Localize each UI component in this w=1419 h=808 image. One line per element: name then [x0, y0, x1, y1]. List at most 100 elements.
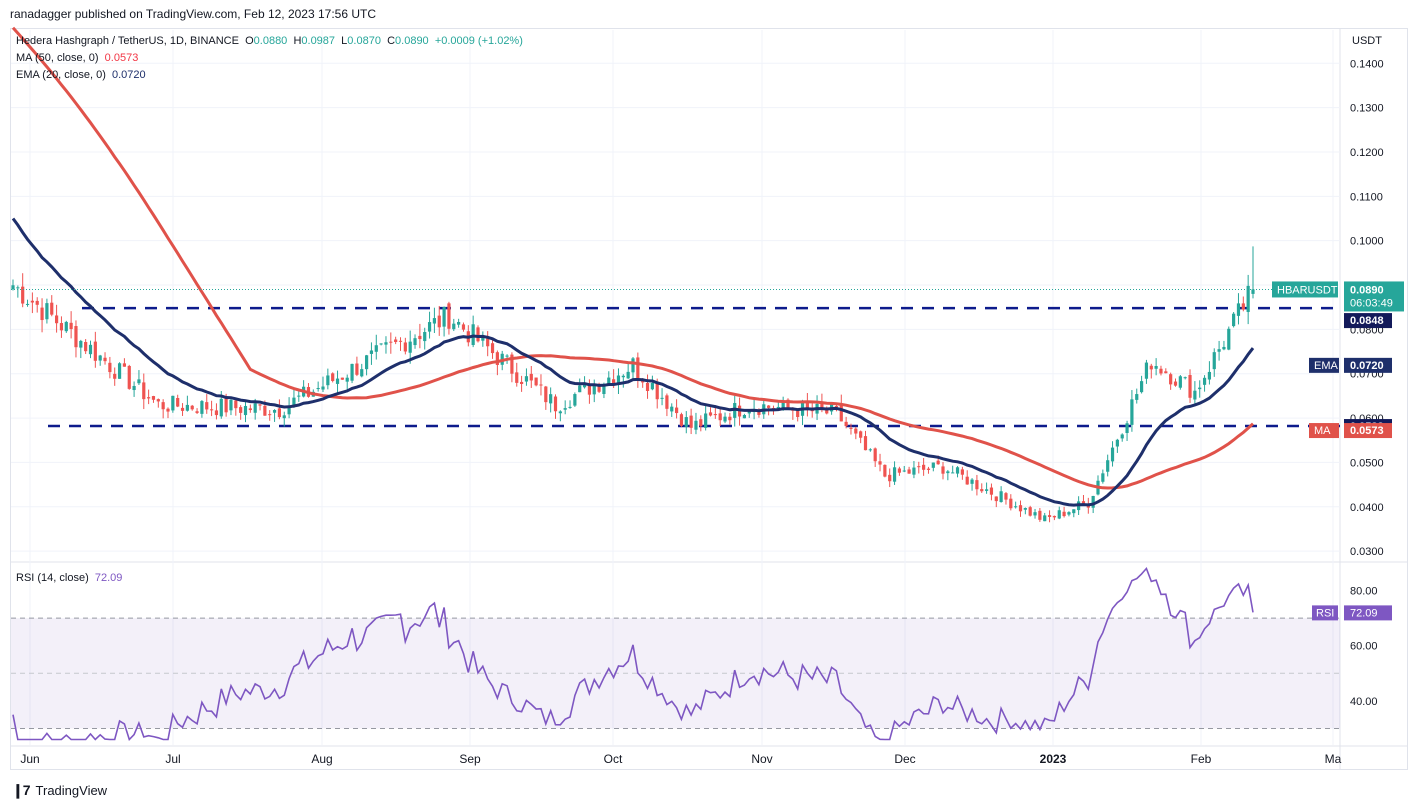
ma-legend[interactable]: MA (50, close, 0) 0.0573: [16, 52, 138, 64]
candle-body: [549, 394, 553, 404]
high-label: H: [293, 35, 302, 47]
candle-body: [592, 384, 596, 395]
candle-body: [728, 416, 732, 421]
close-label: C: [387, 35, 396, 47]
time-tick-label: Dec: [894, 752, 915, 766]
ema-tag-box: [1309, 357, 1339, 373]
candle-body: [282, 415, 286, 419]
candle-body: [224, 398, 228, 413]
candle-body: [117, 363, 122, 379]
candle-body: [452, 323, 456, 330]
candle-body: [655, 381, 659, 400]
current-price-label: 0.0890: [1350, 284, 1384, 296]
candle-body: [258, 404, 262, 406]
close-value: 0.0890: [395, 35, 429, 47]
candle-body: [1052, 515, 1057, 518]
candle-body: [490, 343, 495, 354]
candle-body: [534, 377, 538, 386]
candle-body: [209, 409, 214, 411]
candle-body: [427, 322, 432, 332]
candle-body: [113, 373, 117, 379]
candle-body: [1227, 328, 1231, 350]
candle-body: [64, 321, 68, 332]
candle-body: [1217, 349, 1221, 352]
candle-body: [694, 420, 698, 430]
candle-body: [437, 315, 441, 328]
candle-body: [84, 342, 88, 352]
tradingview-logo-icon: ❙7: [12, 782, 31, 798]
footer[interactable]: ❙7 TradingView: [12, 782, 107, 799]
candle-body: [1154, 366, 1158, 369]
candle-body: [1246, 285, 1250, 312]
candle-body: [374, 345, 378, 352]
candle-body: [912, 467, 916, 475]
rsi-legend[interactable]: RSI (14, close) 72.09: [16, 572, 122, 584]
candle-body: [796, 411, 800, 417]
candle-body: [1014, 506, 1018, 508]
candle-body: [287, 405, 291, 415]
candle-body: [481, 335, 485, 341]
candle-body: [636, 357, 640, 379]
candle-body: [854, 428, 858, 434]
candle-body: [863, 436, 868, 451]
low-value: 0.0870: [347, 35, 381, 47]
candle-body: [59, 323, 64, 331]
candle-body: [205, 402, 209, 410]
candle-body: [524, 376, 529, 382]
candle-body: [476, 327, 480, 342]
candle-body: [1072, 509, 1076, 514]
publisher-line: ranadagger published on TradingView.com,…: [10, 7, 377, 21]
candle-body: [626, 371, 630, 379]
time-tick-label: Nov: [751, 752, 772, 766]
candle-body: [461, 324, 466, 330]
symbol-box: [1272, 281, 1338, 298]
candle-body: [1062, 511, 1066, 517]
candle-body: [457, 321, 461, 325]
candle-body: [1125, 423, 1129, 433]
candle-body: [975, 480, 979, 490]
candle-body: [892, 467, 897, 482]
candle-body: [331, 373, 335, 381]
candle-body: [568, 406, 572, 408]
candle-body: [1130, 399, 1134, 425]
time-tick-label: 2023: [1040, 752, 1067, 766]
candle-body: [272, 409, 277, 413]
rsi-tick-label: 60.00: [1350, 641, 1378, 653]
candle-body: [510, 354, 514, 374]
candle-body: [360, 369, 364, 377]
candle-body: [277, 408, 282, 418]
ema-legend[interactable]: EMA (20, close, 0) 0.0720: [16, 69, 146, 81]
candle-body: [379, 343, 383, 345]
candle-body: [684, 417, 688, 427]
candle-body: [40, 307, 44, 321]
candle-body: [413, 338, 417, 346]
candle-body: [190, 405, 194, 410]
candle-body: [529, 373, 533, 381]
candle-body: [108, 362, 112, 373]
candle-body: [1009, 498, 1013, 509]
footer-brand: TradingView: [35, 783, 108, 798]
candle-body: [79, 340, 83, 348]
current-price-box: [1344, 281, 1404, 312]
ema-value-tag-box: [1344, 357, 1392, 373]
rsi-tag-box: [1312, 605, 1338, 621]
candle-body: [248, 408, 252, 411]
candle-body: [689, 415, 693, 428]
candle-body: [321, 386, 325, 390]
symbol-title: Hedera Hashgraph / TetherUS, 1D, BINANCE: [16, 35, 239, 47]
candle-body: [519, 381, 524, 384]
candle-body: [243, 405, 248, 416]
candle-body: [147, 397, 151, 399]
candle-body: [442, 307, 446, 327]
candle-body: [1164, 371, 1168, 374]
candle-body: [1207, 371, 1212, 380]
candle-body: [776, 406, 780, 409]
candle-body: [30, 300, 34, 303]
time-tick-label: Sep: [459, 752, 481, 766]
candle-body: [951, 472, 955, 474]
candle-body: [495, 352, 499, 365]
candle-body: [578, 385, 582, 393]
candle-body: [176, 398, 180, 407]
candle-body: [539, 384, 543, 386]
